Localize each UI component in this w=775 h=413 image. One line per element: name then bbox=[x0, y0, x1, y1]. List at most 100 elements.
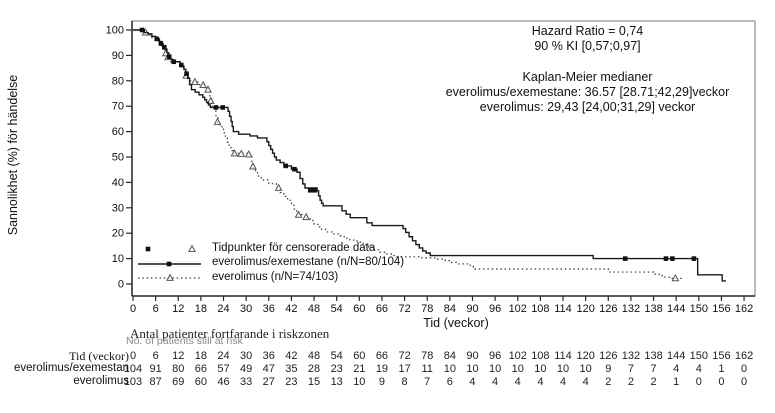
risk-value-tid: 162 bbox=[735, 350, 753, 362]
x-tick-label: 96 bbox=[489, 303, 501, 315]
x-tick-label: 114 bbox=[554, 303, 572, 315]
legend-series1-label: everolimus/exemestane (n/N=80/104) bbox=[212, 256, 405, 268]
risk-value-exemestan: 0 bbox=[741, 363, 747, 375]
risk-value-everolimus: 2 bbox=[605, 376, 611, 388]
risk-value-tid: 54 bbox=[331, 350, 343, 362]
risk-value-exemestan: 17 bbox=[398, 363, 410, 375]
x-tick-label: 66 bbox=[376, 303, 388, 315]
risk-value-everolimus: 23 bbox=[285, 376, 297, 388]
km-median-exemestane: everolimus/exemestane: 36.57 [28.71;42,2… bbox=[445, 85, 730, 99]
risk-value-tid: 60 bbox=[353, 350, 365, 362]
risk-value-everolimus: 4 bbox=[560, 376, 566, 388]
risk-value-everolimus: 0 bbox=[696, 376, 702, 388]
x-tick-label: 30 bbox=[240, 303, 252, 315]
risk-value-exemestan: 10 bbox=[444, 363, 456, 375]
x-tick-label: 138 bbox=[644, 303, 662, 315]
risk-value-tid: 12 bbox=[172, 350, 184, 362]
risk-value-everolimus: 4 bbox=[515, 376, 521, 388]
censor-square-mark bbox=[162, 44, 167, 50]
risk-value-everolimus: 1 bbox=[673, 376, 679, 388]
censor-square-mark bbox=[691, 256, 697, 261]
censor-triangle-mark bbox=[230, 148, 239, 157]
risk-value-exemestan: 11 bbox=[422, 363, 433, 375]
risk-value-tid: 18 bbox=[195, 350, 207, 362]
legend-solid-marker-icon bbox=[166, 261, 172, 267]
y-tick-label: 70 bbox=[112, 101, 124, 113]
risk-value-everolimus: 60 bbox=[195, 376, 207, 388]
x-tick-label: 36 bbox=[263, 303, 275, 315]
risk-value-everolimus: 4 bbox=[583, 376, 589, 388]
x-axis-label: Tid (veckor) bbox=[423, 316, 489, 330]
risk-value-exemestan: 28 bbox=[308, 363, 320, 375]
risk-value-tid: 114 bbox=[554, 350, 572, 362]
x-tick-label: 18 bbox=[195, 303, 207, 315]
legend-dotted-marker-icon bbox=[166, 273, 174, 281]
censor-triangle-mark bbox=[204, 85, 212, 93]
censor-triangle-mark bbox=[302, 212, 311, 221]
risk-value-tid: 66 bbox=[376, 350, 388, 362]
censor-square-mark bbox=[158, 41, 164, 46]
risk-value-tid: 96 bbox=[489, 350, 501, 362]
risk-value-everolimus: 7 bbox=[424, 376, 430, 388]
risk-table-title-sv: Antal patienter fortfarande i riskzonen bbox=[130, 326, 330, 341]
x-tick-label: 12 bbox=[172, 303, 184, 315]
risk-value-exemestan: 10 bbox=[580, 363, 592, 375]
risk-row-label-exemestan: everolimus/exemestan bbox=[13, 362, 129, 374]
risk-value-exemestan: 7 bbox=[650, 363, 656, 375]
risk-value-everolimus: 46 bbox=[217, 376, 229, 388]
annotation-spacer bbox=[425, 54, 750, 70]
risk-value-everolimus: 9 bbox=[379, 376, 385, 388]
risk-value-exemestan: 4 bbox=[696, 363, 702, 375]
risk-value-everolimus: 33 bbox=[240, 376, 252, 388]
y-tick-label: 40 bbox=[112, 177, 124, 189]
censor-triangle-mark bbox=[249, 162, 257, 170]
risk-value-everolimus: 87 bbox=[150, 376, 162, 388]
risk-value-exemestan: 47 bbox=[263, 363, 275, 375]
x-tick-label: 0 bbox=[130, 303, 136, 315]
risk-value-everolimus: 8 bbox=[402, 376, 408, 388]
y-tick-label: 0 bbox=[118, 279, 124, 291]
censor-square-mark bbox=[307, 187, 313, 193]
x-tick-label: 162 bbox=[735, 303, 753, 315]
risk-value-everolimus: 2 bbox=[628, 376, 634, 388]
risk-value-exemestan: 35 bbox=[285, 363, 297, 375]
x-tick-label: 120 bbox=[576, 303, 594, 315]
censor-triangle-mark bbox=[199, 80, 208, 89]
y-tick-label: 10 bbox=[112, 253, 124, 265]
x-tick-label: 132 bbox=[622, 303, 640, 315]
x-tick-label: 150 bbox=[690, 303, 708, 315]
risk-value-tid: 24 bbox=[217, 350, 229, 362]
risk-value-tid: 0 bbox=[130, 350, 136, 362]
risk-value-exemestan: 10 bbox=[489, 363, 501, 375]
censor-triangle-mark bbox=[294, 210, 303, 218]
censor-triangle-mark bbox=[274, 183, 283, 191]
risk-value-tid: 138 bbox=[644, 350, 662, 362]
x-tick-label: 144 bbox=[667, 303, 685, 315]
risk-value-exemestan: 57 bbox=[217, 363, 229, 375]
censor-square-mark bbox=[663, 256, 669, 261]
censor-square-mark bbox=[670, 256, 675, 261]
censor-square-mark bbox=[154, 36, 160, 42]
risk-value-tid: 72 bbox=[398, 350, 410, 362]
censor-triangle-mark bbox=[206, 96, 215, 105]
censor-square-mark bbox=[292, 166, 297, 172]
censor-square-mark bbox=[184, 71, 189, 76]
x-tick-label: 6 bbox=[153, 303, 159, 315]
y-tick-label: 50 bbox=[112, 152, 124, 164]
risk-value-exemestan: 10 bbox=[512, 363, 524, 375]
risk-value-tid: 144 bbox=[667, 350, 685, 362]
y-tick-label: 90 bbox=[112, 50, 124, 62]
risk-value-tid: 126 bbox=[599, 350, 617, 362]
annotation-block: Hazard Ratio = 0,74 90 % KI [0,57;0,97] … bbox=[425, 24, 750, 115]
risk-value-tid: 120 bbox=[576, 350, 594, 362]
risk-value-everolimus: 4 bbox=[469, 376, 475, 388]
x-tick-label: 156 bbox=[712, 303, 730, 315]
risk-value-everolimus: 103 bbox=[124, 376, 142, 388]
legend-series2-label: everolimus (n/N=74/103) bbox=[212, 271, 339, 283]
risk-value-tid: 102 bbox=[509, 350, 527, 362]
risk-value-tid: 150 bbox=[690, 350, 708, 362]
risk-value-exemestan: 80 bbox=[172, 363, 184, 375]
risk-value-exemestan: 4 bbox=[673, 363, 679, 375]
